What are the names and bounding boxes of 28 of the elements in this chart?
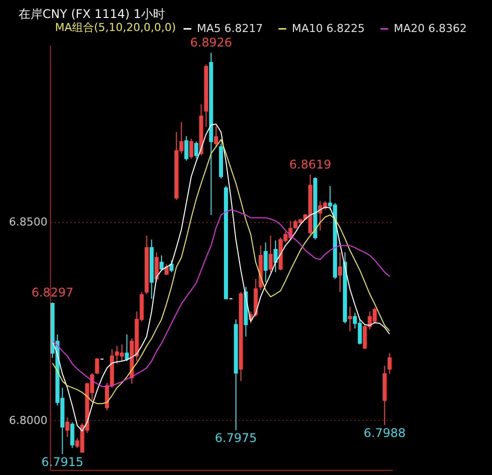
candlestick <box>160 255 164 271</box>
candlestick <box>65 416 70 438</box>
candlestick <box>95 357 100 374</box>
candlestick <box>154 252 159 283</box>
candlestick <box>189 138 194 160</box>
candlestick <box>264 242 268 283</box>
annotation: 6.7988 <box>364 426 406 440</box>
candlestick <box>184 136 188 162</box>
candlestick <box>338 252 342 293</box>
candlestick <box>164 264 168 276</box>
y-tick-label: 6.8500 <box>9 215 48 228</box>
annotation: 6.8926 <box>190 36 232 50</box>
candlestick <box>194 141 198 160</box>
candlestick <box>214 126 218 148</box>
legend-title: MA组合(5,10,20,0,0,0) <box>54 21 176 34</box>
legend-label: MA10 6.8225 <box>292 22 365 35</box>
annotation: 6.7975 <box>214 431 257 446</box>
candlestick <box>348 306 352 332</box>
annotation: 6.8619 <box>289 158 332 172</box>
candlestick <box>70 422 74 449</box>
candlestick <box>124 334 129 362</box>
candlestick <box>268 235 273 273</box>
legend-label: MA20 6.8362 <box>394 22 467 35</box>
chart-title: 在岸CNY (FX 1114) 1小时 <box>18 7 166 22</box>
y-tick-label: 6.8000 <box>9 414 48 427</box>
candlestick <box>274 240 278 273</box>
legend-label: MA5 6.8217 <box>196 22 263 35</box>
candlestick <box>388 352 392 374</box>
